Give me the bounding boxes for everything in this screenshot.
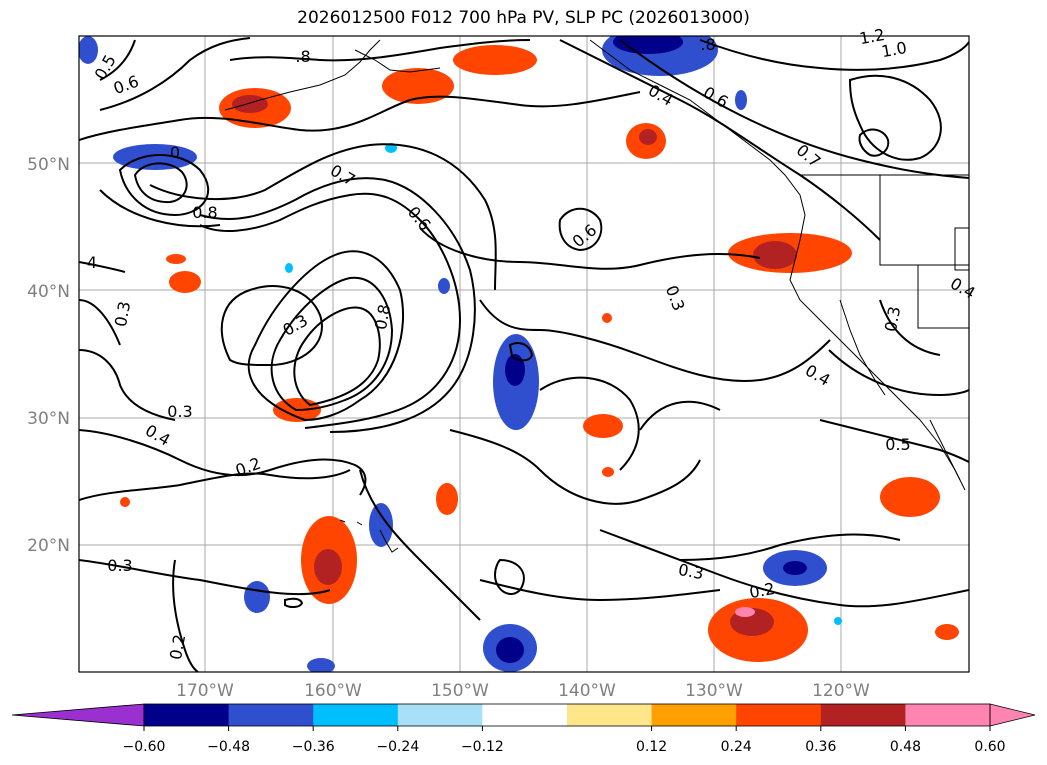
colorbar-segment	[651, 704, 737, 726]
contour-label: .8	[700, 35, 715, 54]
colorbar-extend-high	[989, 703, 1036, 727]
pv-negative-fill	[79, 36, 842, 672]
lat-label: 40°N	[27, 282, 70, 302]
colorbar-tick-label: 0.60	[974, 739, 1005, 755]
colorbar-segment	[736, 704, 822, 726]
latitude-labels: 50°N 40°N 30°N 20°N	[27, 155, 70, 556]
lon-label: 140°W	[558, 681, 616, 701]
colorbar-segment	[482, 704, 568, 726]
contour-label: 0.8	[371, 303, 394, 331]
colorbar-tick-label: 0.36	[805, 739, 836, 755]
coastlines	[224, 39, 969, 553]
colorbar-tick-label: 0.12	[636, 739, 667, 755]
colorbar-tick-label: −0.48	[207, 739, 250, 755]
lat-label: 20°N	[27, 536, 70, 556]
colorbar-segment	[144, 704, 230, 726]
lon-label: 120°W	[812, 681, 870, 701]
contour-label: 0.3	[677, 560, 705, 583]
colorbar-segment	[567, 704, 653, 726]
colorbar-outline	[143, 703, 991, 727]
colorbar-segment	[313, 704, 399, 726]
contour-label: 4	[87, 253, 97, 272]
longitude-labels: 170°W 160°W 150°W 140°W 130°W 120°W	[176, 681, 870, 701]
colorbar-tick-label: −0.36	[292, 739, 335, 755]
colorbar-tick-label: −0.60	[123, 739, 166, 755]
contour-label: 0.8	[192, 203, 217, 222]
contour-label: 0	[170, 143, 180, 162]
colorbar: −0.60 −0.48 −0.36 −0.24 −0.12 0.12 0.24 0.36 0.4…	[11, 703, 1036, 755]
contour-label: 0.3	[107, 556, 132, 575]
colorbar-segment	[905, 704, 991, 726]
colorbar-segment	[228, 704, 314, 726]
contour-label: 0.3	[167, 402, 192, 421]
figure-title: 2026012500 F012 700 hPa PV, SLP PC (2026…	[297, 8, 750, 28]
contour-label: 0.2	[748, 579, 776, 602]
contour-lines	[79, 37, 969, 672]
lon-label: 130°W	[685, 681, 743, 701]
colorbar-tick-label: 0.24	[721, 739, 752, 755]
contour-label: 0.5	[885, 435, 910, 454]
contour-label: 1.0	[880, 38, 908, 61]
contour-label: 1.2	[858, 25, 886, 48]
colorbar-tick-label: 0.48	[890, 739, 921, 755]
lon-label: 150°W	[431, 681, 489, 701]
colorbar-tick-label: −0.24	[376, 739, 419, 755]
colorbar-tick-label: −0.12	[461, 739, 504, 755]
colorbar-extend-low	[11, 703, 145, 727]
lon-label: 170°W	[176, 681, 234, 701]
lon-label: 160°W	[304, 681, 362, 701]
contour-label: .8	[295, 47, 310, 66]
contour-label: 0.2	[166, 633, 189, 661]
contour-label: 0.3	[111, 300, 134, 328]
pv-positive-fill	[120, 45, 959, 662]
colorbar-segment	[820, 704, 906, 726]
map-border	[78, 35, 970, 673]
lat-label: 50°N	[27, 155, 70, 175]
contour-label: 0.3	[881, 305, 904, 333]
colorbar-segment	[397, 704, 483, 726]
lat-label: 30°N	[27, 409, 70, 429]
